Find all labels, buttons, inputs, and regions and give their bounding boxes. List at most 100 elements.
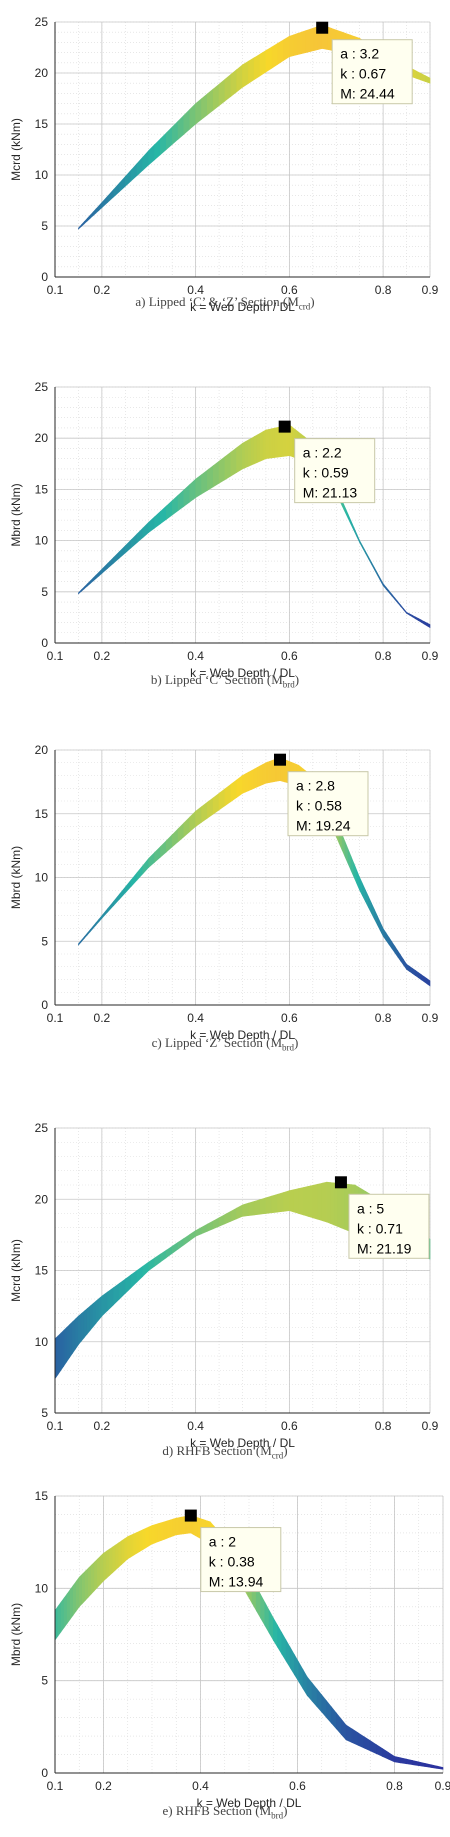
band-segment <box>406 1758 413 1766</box>
y-tick-label: 20 <box>35 1192 49 1206</box>
band-segment <box>112 1544 116 1574</box>
band-segment <box>403 607 407 615</box>
datatip-k: k : 0.58 <box>296 798 342 814</box>
band-segment <box>100 1552 104 1585</box>
band-segment <box>160 132 167 156</box>
band-segment <box>376 1744 383 1757</box>
band-segment <box>151 1524 156 1545</box>
band-segment <box>400 954 404 967</box>
band-segment <box>382 582 387 590</box>
y-axis-label: Mcrd (kNm) <box>9 118 23 181</box>
y-tick-label: 5 <box>41 219 48 233</box>
band-segment <box>426 622 431 629</box>
band-segment <box>75 1576 80 1612</box>
band-segment <box>236 1204 243 1220</box>
x-tick-label: 0.8 <box>375 1011 392 1025</box>
band-segment <box>301 30 307 55</box>
band-segment <box>139 1529 144 1552</box>
datatip-box <box>287 771 369 837</box>
band-segment <box>344 507 349 519</box>
band-segment <box>189 102 196 130</box>
band-segment <box>171 828 179 848</box>
band-segment <box>148 143 155 166</box>
band-segment <box>212 83 220 111</box>
band-segment <box>415 616 419 622</box>
band-segment <box>119 175 126 193</box>
x-tick-label: 0.6 <box>281 649 298 663</box>
band-segment <box>154 845 161 863</box>
band-segment <box>133 1532 138 1556</box>
band-segment <box>207 465 214 491</box>
band-segment <box>420 619 425 625</box>
band-segment <box>305 28 311 53</box>
band-segment <box>277 1624 283 1655</box>
band-segment <box>242 60 249 88</box>
band-segment <box>107 556 114 569</box>
band-segment <box>293 33 298 57</box>
y-tick-label: 0 <box>41 1766 48 1780</box>
band-segment <box>95 918 100 926</box>
y-tick-label: 5 <box>41 585 48 599</box>
band-segment <box>245 771 249 793</box>
y-tick-label: 15 <box>35 1489 49 1503</box>
y-tick-label: 10 <box>35 1335 49 1349</box>
y-axis-label: Mcrd (kNm) <box>9 1239 23 1302</box>
band-segment <box>406 963 410 972</box>
band-segment <box>86 214 91 222</box>
band-segment <box>142 1527 147 1551</box>
band-segment <box>98 568 103 577</box>
band-segment <box>312 1183 318 1220</box>
band-segment <box>248 57 255 85</box>
caption-end: ) <box>310 294 315 309</box>
band-segment <box>382 1747 389 1760</box>
band-segment <box>101 907 109 920</box>
y-tick-label: 5 <box>41 1406 48 1420</box>
band-segment <box>154 1253 161 1267</box>
band-segment <box>351 1728 359 1746</box>
data-band <box>78 757 431 987</box>
band-segment <box>347 513 352 525</box>
band-segment <box>297 31 302 56</box>
caption-sub: brd <box>282 679 295 690</box>
y-axis-label: Mbrd (kNm) <box>9 1603 23 1666</box>
datatip-a: a : 2.8 <box>296 778 335 794</box>
band-segment <box>148 516 155 534</box>
band-segment <box>371 902 375 920</box>
band-segment <box>248 1200 255 1216</box>
y-tick-label: 10 <box>35 168 49 182</box>
band-segment <box>236 774 243 799</box>
band-segment <box>171 494 179 516</box>
band-segment <box>365 890 369 908</box>
band-segment <box>326 1181 331 1224</box>
band-segment <box>412 1760 420 1766</box>
band-segment <box>426 978 431 987</box>
x-tick-label: 0.4 <box>187 1011 204 1025</box>
band-segment <box>277 39 284 65</box>
band-segment <box>75 1315 79 1350</box>
datatip-k: k : 0.38 <box>209 1554 255 1570</box>
datatip: a : 2.8 k : 0.58 M: 19.24 <box>287 771 369 837</box>
band-segment <box>359 540 363 549</box>
band-segment <box>169 1518 174 1538</box>
band-segment <box>397 949 402 962</box>
band-segment <box>294 1653 300 1683</box>
band-segment <box>337 1182 342 1229</box>
band-segment <box>242 441 246 470</box>
peak-marker <box>278 420 291 433</box>
band-segment <box>256 765 261 788</box>
band-segment <box>125 879 132 894</box>
band-segment <box>183 483 191 507</box>
x-axis-label: k = Web Depth / DL <box>197 1796 302 1810</box>
y-tick-label: 0 <box>41 998 48 1012</box>
datatip-m: M: 24.44 <box>340 86 395 102</box>
x-tick-label: 0.4 <box>187 1419 204 1433</box>
band-segment <box>98 1295 103 1321</box>
x-axis-label: k = Web Depth / DL <box>190 1028 295 1042</box>
data-band <box>78 424 431 629</box>
datatip: a : 5 k : 0.71 M: 21.19 <box>348 1193 430 1259</box>
band-segment <box>195 98 202 125</box>
band-segment <box>420 72 426 82</box>
band-segment <box>142 1261 150 1277</box>
band-segment <box>230 779 237 803</box>
band-segment <box>268 1609 274 1642</box>
